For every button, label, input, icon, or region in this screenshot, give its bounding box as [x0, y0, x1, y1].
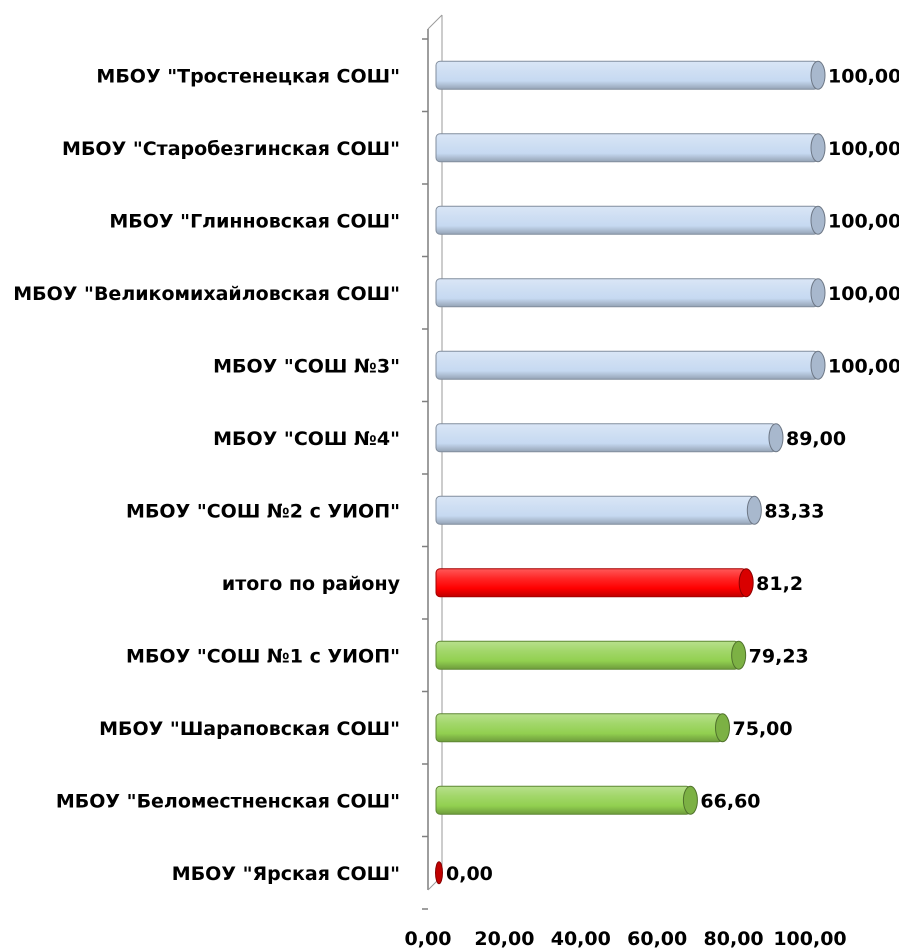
bar-end-cap	[810, 350, 826, 380]
chart-bars	[435, 60, 826, 885]
bar	[435, 60, 826, 90]
data-label: 81,2	[756, 573, 803, 595]
bar-end-cap	[731, 640, 747, 670]
bar	[435, 350, 826, 380]
bar-body	[435, 713, 723, 743]
bar	[435, 205, 826, 235]
x-tick-label: 100,00	[773, 928, 846, 950]
category-label: МБОУ "Беломестненская СОШ"	[56, 790, 400, 812]
bar	[435, 278, 826, 308]
x-tick-label: 20,00	[474, 928, 534, 950]
bar-body	[435, 133, 819, 163]
category-label: МБОУ "Тростенецкая СОШ"	[96, 65, 400, 87]
data-label: 100,00	[828, 65, 899, 87]
bar-body	[435, 60, 819, 90]
data-label: 75,00	[733, 718, 793, 740]
data-label: 83,33	[764, 500, 824, 522]
category-label: МБОУ "Глинновская СОШ"	[109, 210, 400, 232]
bar	[435, 713, 730, 743]
bar-end-cap	[682, 785, 698, 815]
category-label: МБОУ "СОШ №3"	[213, 355, 400, 377]
category-label: итого по району	[222, 573, 401, 595]
bar-body	[435, 495, 755, 525]
x-tick-label: 60,00	[627, 928, 687, 950]
bar-zero-marker	[435, 861, 443, 885]
bar	[435, 568, 754, 598]
bar-end-cap	[810, 133, 826, 163]
bar-end-cap	[810, 205, 826, 235]
bar-end-cap	[810, 278, 826, 308]
category-label: МБОУ "Старобезгинская СОШ"	[62, 138, 400, 160]
data-label: 100,00	[828, 138, 899, 160]
data-label: 100,00	[828, 283, 899, 305]
bar	[435, 495, 762, 525]
bar-body	[435, 278, 819, 308]
bar-end-cap	[746, 495, 762, 525]
category-label: МБОУ "Ярская СОШ"	[172, 863, 400, 885]
bar-body	[435, 785, 691, 815]
y-axis-top-edge	[427, 14, 443, 30]
data-label: 89,00	[786, 428, 846, 450]
bar	[435, 423, 784, 453]
bar-body	[435, 205, 819, 235]
chart-labels: МБОУ "Тростенецкая СОШ" 100,00 МБОУ "Старо…	[13, 65, 899, 885]
x-tick-label: 40,00	[551, 928, 611, 950]
bar	[435, 640, 747, 670]
bar-end-cap	[738, 568, 754, 598]
bar-body	[435, 423, 777, 453]
data-label: 0,00	[446, 863, 493, 885]
data-label: 79,23	[749, 645, 809, 667]
category-label: МБОУ "Великомихайловская СОШ"	[13, 283, 400, 305]
chart-axes: 0,00 20,00 40,00 60,00 80,00 100,00	[405, 14, 847, 950]
bar	[435, 861, 443, 885]
bar-body	[435, 350, 819, 380]
category-label: МБОУ "Шараповская СОШ"	[99, 718, 400, 740]
bar-end-cap	[768, 423, 784, 453]
x-tick-label: 80,00	[704, 928, 764, 950]
x-tick-label: 0,00	[405, 928, 452, 950]
bar-end-cap	[810, 60, 826, 90]
bar	[435, 785, 698, 815]
category-label: МБОУ "СОШ №2 с УИОП"	[126, 500, 400, 522]
bar	[435, 133, 826, 163]
data-label: 66,60	[700, 790, 760, 812]
category-label: МБОУ "СОШ №4"	[213, 428, 400, 450]
bar-end-cap	[715, 713, 730, 743]
bar-body	[435, 568, 747, 598]
category-label: МБОУ "СОШ №1 с УИОП"	[126, 645, 400, 667]
data-label: 100,00	[828, 210, 899, 232]
data-label: 100,00	[828, 355, 899, 377]
bar-body	[435, 640, 740, 670]
